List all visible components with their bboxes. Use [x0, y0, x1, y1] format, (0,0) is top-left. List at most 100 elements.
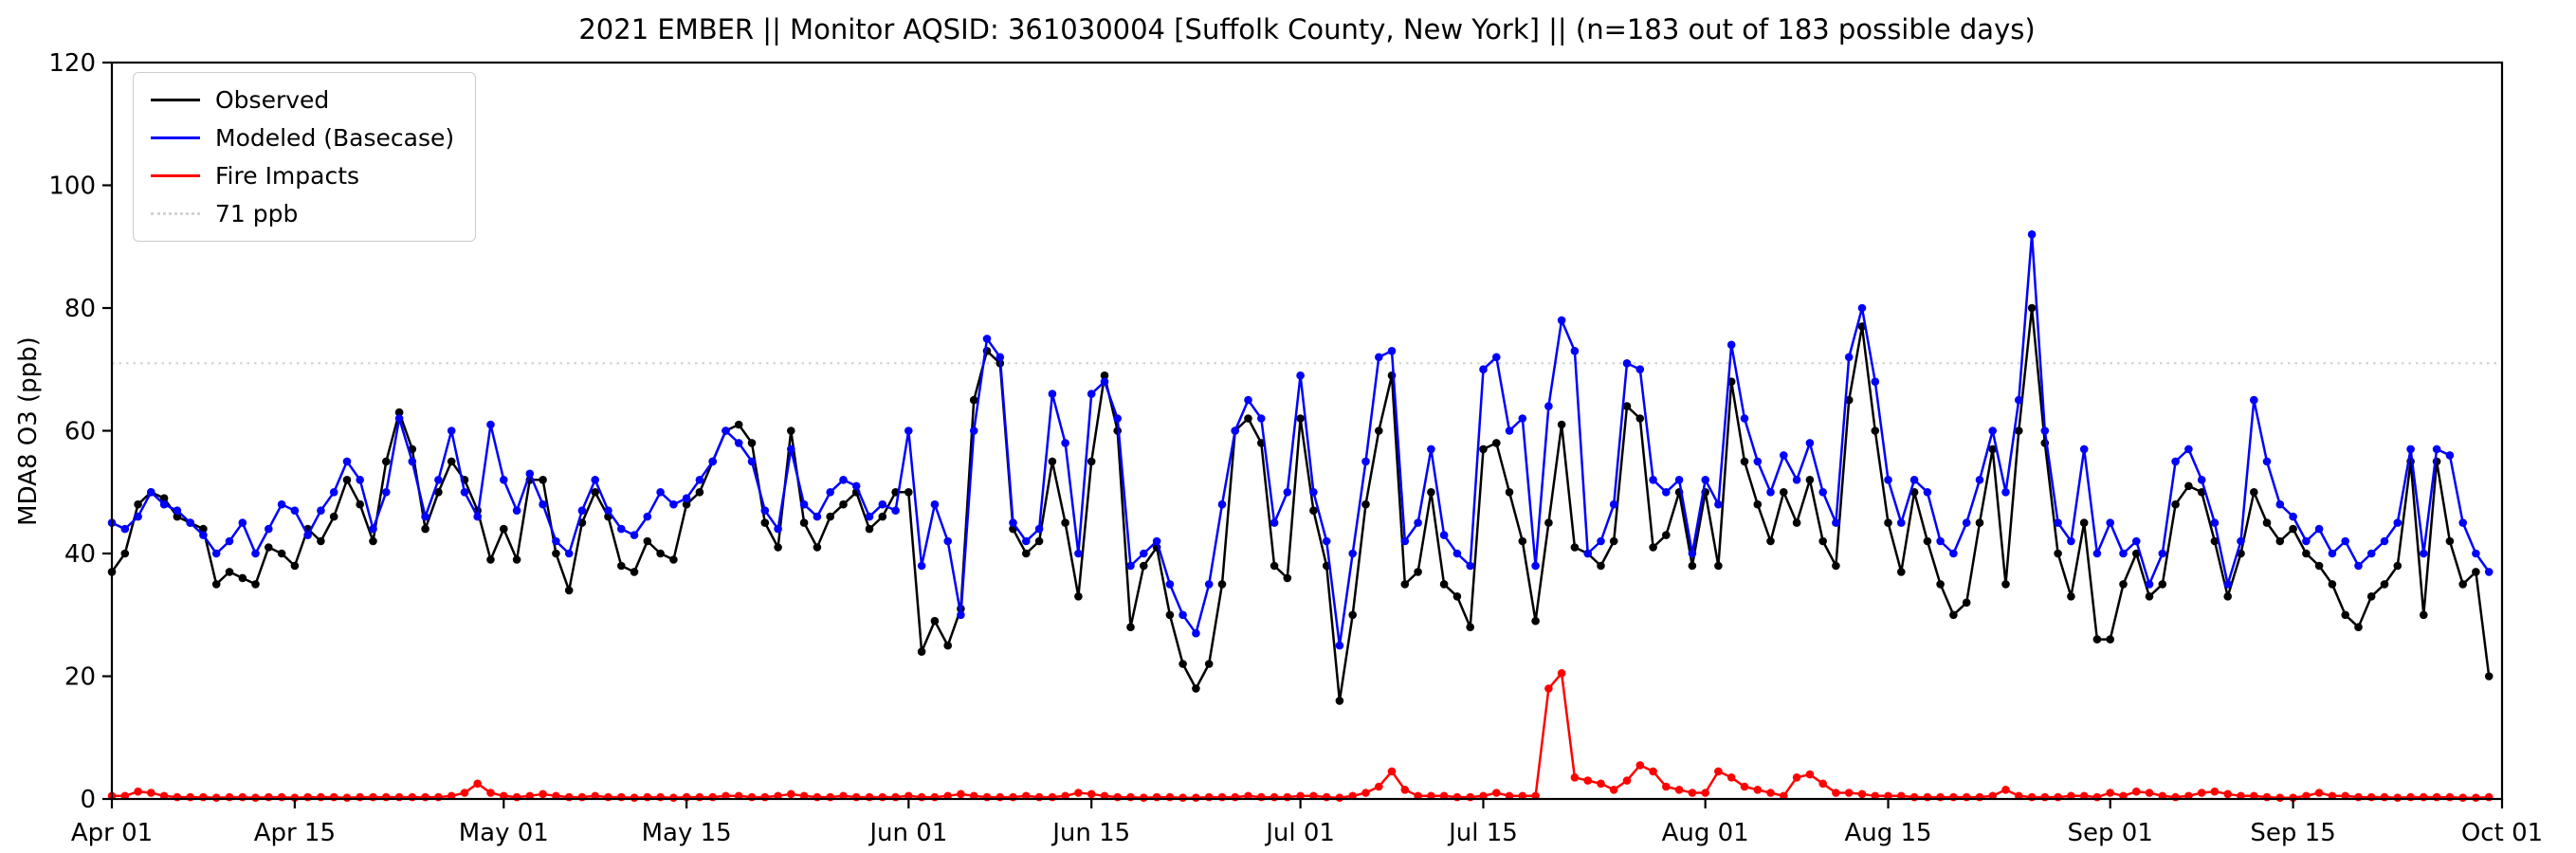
data-point-observed [1217, 580, 1227, 589]
data-point-fire-impacts [1753, 786, 1763, 794]
data-point-modeled-basecase [617, 524, 626, 534]
data-point-modeled-basecase [1348, 549, 1357, 558]
data-point-modeled-basecase [512, 506, 521, 515]
data-point-modeled-basecase [2458, 518, 2467, 527]
data-point-observed [2079, 518, 2089, 527]
data-point-observed [2092, 635, 2102, 644]
data-point-fire-impacts [982, 792, 992, 802]
data-point-fire-impacts [1231, 792, 1239, 802]
data-point-fire-impacts [147, 789, 155, 797]
data-point-modeled-basecase [1061, 439, 1069, 447]
data-point-observed [1100, 371, 1109, 380]
data-point-modeled-basecase [2289, 512, 2297, 521]
data-point-modeled-basecase [2445, 451, 2455, 460]
data-point-fire-impacts [199, 792, 208, 802]
data-point-modeled-basecase [577, 506, 587, 515]
data-point-fire-impacts [2145, 789, 2154, 797]
data-point-modeled-basecase [1897, 518, 1906, 527]
data-point-observed [734, 420, 743, 429]
data-point-modeled-basecase [2328, 549, 2337, 558]
x-tick-label: Oct 01 [2461, 819, 2543, 847]
data-point-fire-impacts [1009, 792, 1017, 802]
data-point-fire-impacts [564, 792, 574, 802]
data-point-observed [865, 524, 874, 534]
data-point-fire-impacts [2275, 793, 2285, 802]
data-point-modeled-basecase [1753, 457, 1763, 466]
data-point-observed [2393, 561, 2402, 571]
data-point-modeled-basecase [2132, 536, 2141, 546]
data-point-modeled-basecase [878, 499, 887, 509]
data-point-modeled-basecase [408, 457, 417, 466]
data-point-fire-impacts [1832, 789, 1840, 797]
data-point-modeled-basecase [1557, 316, 1566, 325]
data-point-observed [2302, 549, 2311, 558]
legend-item-modeled-basecase: Modeled (Basecase) [151, 124, 454, 152]
data-point-fire-impacts [1375, 782, 1383, 791]
data-point-fire-impacts [1662, 782, 1671, 791]
data-point-fire-impacts [1609, 786, 1618, 794]
data-point-fire-impacts [2393, 793, 2402, 802]
legend: Observed Modeled (Basecase) Fire Impacts… [133, 72, 477, 242]
data-point-fire-impacts [1688, 789, 1697, 797]
data-point-modeled-basecase [2484, 568, 2494, 576]
data-point-modeled-basecase [120, 524, 130, 534]
observed-line-sample [151, 99, 200, 101]
data-point-modeled-basecase [1832, 518, 1840, 527]
data-point-modeled-basecase [1400, 536, 1410, 546]
data-point-observed [969, 395, 978, 405]
data-point-modeled-basecase [2171, 457, 2180, 466]
data-point-observed [787, 426, 795, 435]
data-point-modeled-basecase [1492, 353, 1501, 362]
data-point-observed [826, 512, 834, 521]
data-point-modeled-basecase [2223, 580, 2232, 589]
data-point-modeled-basecase [1034, 524, 1044, 534]
legend-item-fire-impacts: Fire Impacts [151, 162, 454, 190]
data-point-fire-impacts [891, 792, 900, 802]
data-point-fire-impacts [434, 792, 443, 802]
data-point-fire-impacts [2314, 789, 2324, 797]
data-point-observed [1544, 518, 1553, 527]
data-point-observed [1884, 518, 1892, 527]
data-point-fire-impacts [2445, 792, 2455, 802]
series-line-modeled-basecase [111, 233, 2491, 647]
data-point-observed [1427, 488, 1435, 497]
data-point-fire-impacts [604, 792, 612, 802]
data-point-observed [1975, 518, 1984, 527]
data-point-modeled-basecase [1714, 499, 1723, 509]
data-point-modeled-basecase [2275, 499, 2285, 509]
data-point-modeled-basecase [1361, 457, 1370, 466]
data-point-modeled-basecase [1283, 488, 1292, 497]
data-point-modeled-basecase [1100, 377, 1109, 387]
data-point-modeled-basecase [630, 531, 639, 539]
data-point-modeled-basecase [1975, 476, 1984, 484]
data-point-fire-impacts [382, 792, 391, 802]
data-point-modeled-basecase [839, 476, 848, 484]
data-point-observed [1871, 426, 1880, 435]
data-point-modeled-basecase [865, 512, 874, 521]
data-point-fire-impacts [1204, 792, 1214, 802]
data-point-modeled-basecase [251, 549, 260, 558]
data-point-modeled-basecase [891, 506, 900, 515]
data-point-observed [2223, 592, 2232, 601]
data-point-modeled-basecase [1152, 536, 1161, 546]
data-point-observed [369, 536, 377, 546]
data-point-fire-impacts [865, 792, 874, 802]
data-point-fire-impacts [408, 792, 417, 802]
data-point-modeled-basecase [2015, 395, 2023, 405]
data-point-modeled-basecase [2380, 536, 2389, 546]
data-point-observed [1962, 598, 1971, 608]
data-point-observed [1048, 457, 1057, 466]
data-point-modeled-basecase [643, 512, 652, 521]
data-point-modeled-basecase [1792, 476, 1801, 484]
data-point-fire-impacts [1714, 767, 1723, 776]
data-point-modeled-basecase [1884, 476, 1892, 484]
data-point-modeled-basecase [329, 488, 338, 497]
data-point-observed [2262, 518, 2272, 527]
data-point-observed [290, 561, 300, 571]
data-point-observed [1204, 660, 1214, 668]
data-point-modeled-basecase [2393, 518, 2402, 527]
data-point-observed [2250, 488, 2258, 497]
data-point-observed [2314, 561, 2324, 571]
data-point-observed [2184, 481, 2193, 491]
data-point-modeled-basecase [277, 499, 286, 509]
